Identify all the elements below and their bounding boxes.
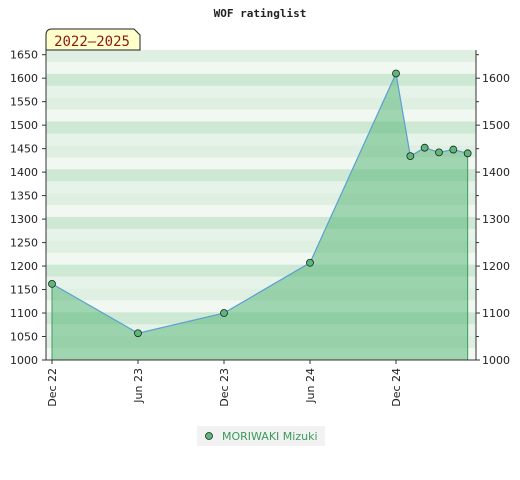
- background-band: [46, 109, 476, 123]
- y-left-tick-label: 1250: [10, 237, 38, 250]
- y-left-tick-label: 1600: [10, 72, 38, 85]
- y-right-tick-label: 1300: [482, 213, 510, 226]
- y-left-tick-label: 1450: [10, 143, 38, 156]
- y-left-tick-label: 1300: [10, 213, 38, 226]
- rating-line: [51, 71, 468, 334]
- x-tick-label: Jun 24: [304, 368, 317, 404]
- background-band: [46, 85, 476, 99]
- y-left-tick-label: 1650: [10, 49, 38, 62]
- y-right-tick-label: 1000: [482, 354, 510, 367]
- y-right-tick-label: 1100: [482, 307, 510, 320]
- legend-label: MORIWAKI Mizuki: [222, 430, 318, 443]
- area-edge-lines: [51, 153, 469, 360]
- y-left-tick-label: 1000: [10, 354, 38, 367]
- data-point[interactable]: [306, 258, 314, 267]
- background-band: [46, 97, 476, 111]
- chart-title: WOF ratinglist: [214, 7, 307, 20]
- x-tick-label: Dec 23: [218, 368, 231, 407]
- y-left-tick-label: 1200: [10, 260, 38, 273]
- y-right-tick-label: 1400: [482, 166, 510, 179]
- x-axis: Dec 22 Jun 23 Dec 23 Jun 24 Dec 24: [46, 360, 403, 407]
- y-left-tick-label: 1100: [10, 307, 38, 320]
- x-tick-label: Jun 23: [132, 368, 145, 404]
- y-left-tick-label: 1500: [10, 119, 38, 132]
- background-band: [46, 121, 476, 134]
- period-badge: 2022–2025: [45, 28, 141, 51]
- y-right-tick-label: 1600: [482, 72, 510, 85]
- y-right-tick-label: 1500: [482, 119, 510, 132]
- data-point[interactable]: [449, 145, 458, 154]
- y-axis-left: 1000 1050 1100 1150 1200 1250 1300 1350 1400 1450…: [10, 49, 46, 367]
- x-tick-label: Dec 22: [46, 368, 59, 407]
- data-points: [48, 69, 472, 338]
- legend-marker: [205, 432, 213, 440]
- background-band: [46, 133, 476, 146]
- background-band: [46, 61, 476, 75]
- y-right-tick-label: 1200: [482, 260, 510, 273]
- period-badge-text: 2022–2025: [54, 34, 130, 50]
- data-point[interactable]: [435, 148, 443, 157]
- y-left-tick-label: 1400: [10, 166, 38, 179]
- period-badge-box: [45, 28, 141, 51]
- legend[interactable]: MORIWAKI Mizuki: [197, 426, 325, 446]
- data-point[interactable]: [134, 329, 142, 338]
- data-point[interactable]: [48, 280, 56, 288]
- y-left-tick-label: 1350: [10, 190, 38, 203]
- data-point[interactable]: [406, 152, 415, 161]
- data-point[interactable]: [420, 143, 429, 152]
- data-point[interactable]: [463, 149, 472, 158]
- y-left-tick-label: 1050: [10, 331, 38, 344]
- background-band: [46, 73, 476, 87]
- legend-box: [197, 426, 325, 446]
- y-left-tick-label: 1150: [10, 284, 38, 297]
- background-band: [46, 50, 476, 63]
- x-tick-label: Dec 24: [390, 368, 403, 407]
- data-point[interactable]: [220, 309, 228, 317]
- y-axis-right: 1000 1100 1200 1300 1400 1500 1600: [476, 54, 510, 367]
- data-point[interactable]: [392, 69, 400, 78]
- y-left-tick-label: 1550: [10, 96, 38, 109]
